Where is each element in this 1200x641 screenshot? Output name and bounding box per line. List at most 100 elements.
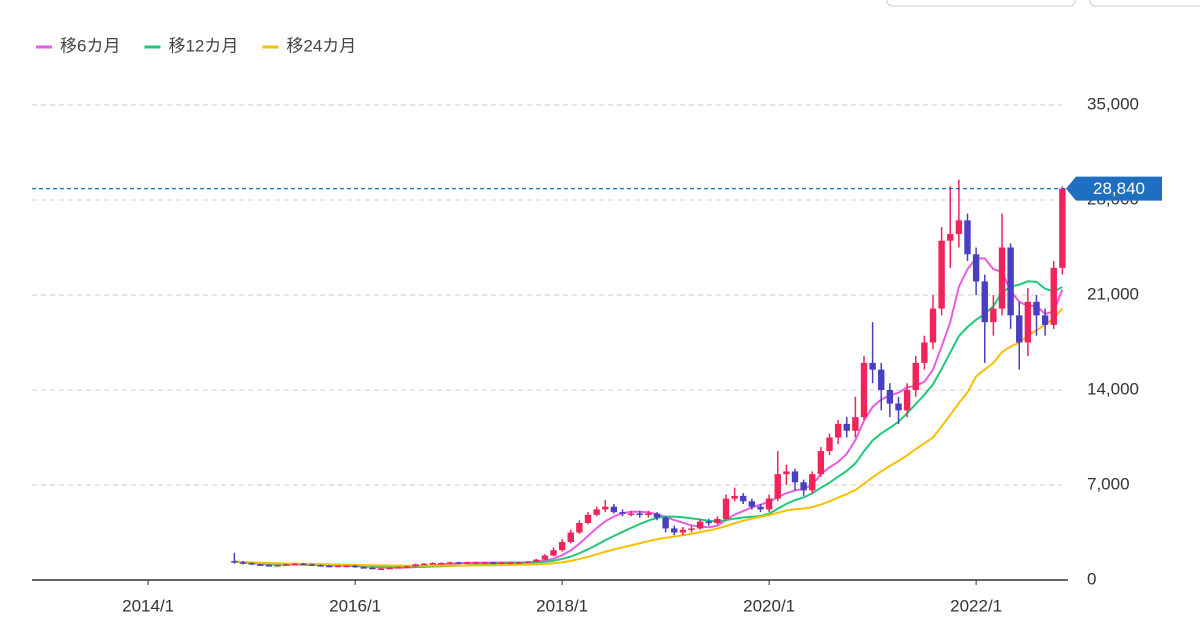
candle-body xyxy=(567,532,574,542)
y-tick-label: 21,000 xyxy=(1087,284,1139,303)
ma-line xyxy=(234,280,1063,568)
candle-body xyxy=(498,562,505,564)
candle-body xyxy=(533,559,540,562)
candle-body xyxy=(662,517,669,529)
candle-body xyxy=(990,308,997,323)
candle-body xyxy=(248,563,255,565)
legend-label: 移24カ月 xyxy=(286,36,356,55)
x-tick-label: 2020/1 xyxy=(743,596,795,615)
candle-body xyxy=(878,369,885,390)
candle-body xyxy=(834,423,842,438)
candle-body xyxy=(981,281,988,323)
x-tick-label: 2018/1 xyxy=(536,596,588,615)
candle-body xyxy=(714,518,721,523)
candle-body xyxy=(731,495,738,499)
price-tag-label: 28,840 xyxy=(1093,179,1145,198)
y-tick-label: 14,000 xyxy=(1087,379,1139,398)
candle-body xyxy=(1050,267,1057,325)
candle-body xyxy=(705,521,712,524)
candle-body xyxy=(507,562,514,564)
candle-body xyxy=(239,562,247,564)
moving-averages xyxy=(234,257,1064,569)
candle-body xyxy=(696,521,704,529)
candle-body xyxy=(446,562,454,564)
candle-body xyxy=(438,563,445,565)
y-tick-label: 7,000 xyxy=(1087,474,1130,493)
candle-body xyxy=(1016,315,1023,343)
legend: 移6カ月 移12カ月 移24カ月 xyxy=(36,36,356,55)
candle-body xyxy=(584,514,592,523)
candle-body xyxy=(869,362,876,370)
ma-line xyxy=(234,307,1064,567)
candle-body xyxy=(809,474,816,491)
legend-label: 移12カ月 xyxy=(168,36,238,55)
candle-body xyxy=(1059,188,1066,268)
candle-body xyxy=(653,513,661,518)
candle-body xyxy=(619,512,626,514)
price-tag xyxy=(1066,176,1162,201)
candle-body xyxy=(740,495,747,502)
candle-body xyxy=(257,564,264,566)
candle-body xyxy=(550,550,557,556)
candle-body xyxy=(895,403,902,411)
candle-body xyxy=(576,523,583,533)
candle-body xyxy=(748,501,756,507)
candles xyxy=(231,179,1066,570)
candle-body xyxy=(921,342,928,363)
candle-body xyxy=(351,565,359,568)
toolbar-button[interactable] xyxy=(1089,0,1200,7)
x-tick-label: 2022/1 xyxy=(950,596,1002,615)
candle-body xyxy=(291,563,298,566)
candle-body xyxy=(912,362,919,390)
axes: 07,00014,00021,00028,00035,0002014/12016… xyxy=(32,94,1162,615)
candle-body xyxy=(722,498,730,519)
candle-body xyxy=(412,564,419,567)
candle-body xyxy=(1024,301,1032,343)
candle-body xyxy=(774,474,781,499)
candle-body xyxy=(783,471,790,475)
x-tick-label: 2014/1 xyxy=(122,596,174,615)
candle-body xyxy=(326,565,333,568)
candle-body xyxy=(1033,301,1040,316)
candle-body xyxy=(903,390,911,411)
candle-body xyxy=(464,562,471,564)
candle-body xyxy=(998,247,1006,309)
candle-body xyxy=(947,233,954,241)
candle-body xyxy=(852,417,859,431)
candle-body xyxy=(300,563,307,566)
grid xyxy=(32,104,1062,486)
candle-body xyxy=(377,568,385,570)
candle-body xyxy=(593,509,600,515)
candle-body xyxy=(343,565,350,568)
x-tick-label: 2016/1 xyxy=(329,596,381,615)
candle-body xyxy=(843,423,850,431)
y-tick-label: 0 xyxy=(1087,569,1096,588)
candle-body xyxy=(929,308,937,343)
candle-body xyxy=(1007,247,1014,316)
candle-body xyxy=(1041,315,1049,325)
candle-body xyxy=(860,362,868,418)
candle-body xyxy=(627,513,635,515)
candle-body xyxy=(429,563,436,565)
candle-body xyxy=(334,565,342,568)
y-tick-label: 35,000 xyxy=(1087,94,1139,113)
candle-body xyxy=(386,567,393,570)
candle-body xyxy=(515,562,523,564)
candle-body xyxy=(541,555,549,560)
candle-body xyxy=(455,562,462,564)
candle-body xyxy=(395,567,402,569)
legend-label: 移6カ月 xyxy=(60,36,120,55)
candle-body xyxy=(636,513,643,515)
candle-body xyxy=(679,529,687,533)
candle-body xyxy=(757,506,764,510)
candle-body xyxy=(308,564,316,566)
candle-body xyxy=(964,220,971,255)
candle-body xyxy=(765,498,773,510)
candle-body xyxy=(524,561,531,564)
candle-body xyxy=(602,506,609,510)
candle-body xyxy=(645,513,652,515)
toolbar-button[interactable] xyxy=(886,0,1076,7)
candle-body xyxy=(800,482,807,491)
candle-body xyxy=(972,254,980,282)
